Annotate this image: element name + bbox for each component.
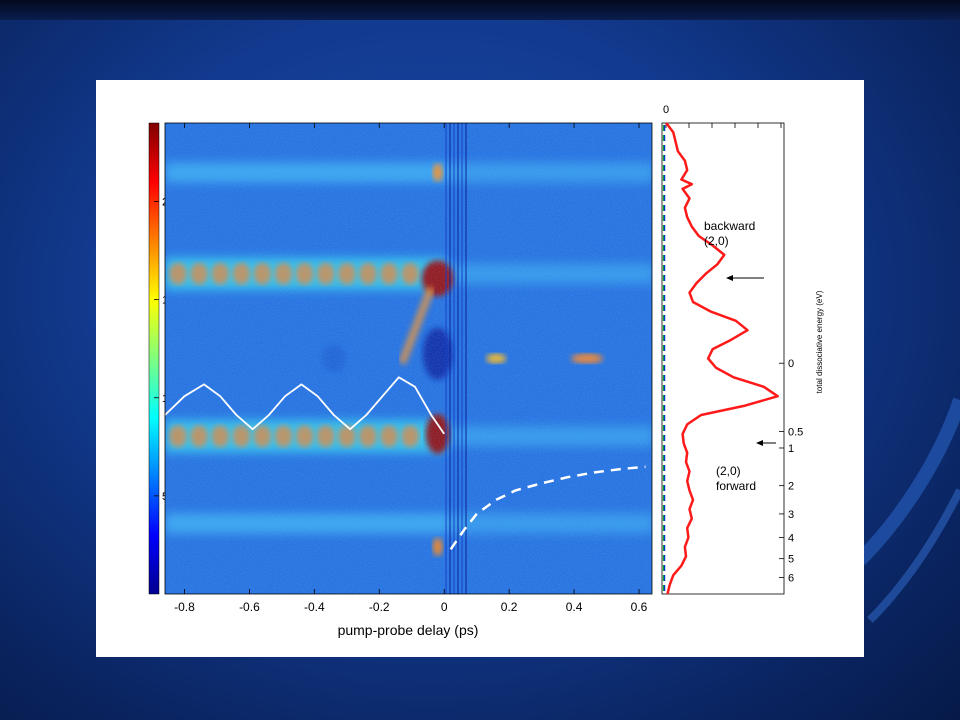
- interference-stripe: [461, 123, 463, 594]
- interference-stripe: [453, 123, 455, 594]
- spectrum-top-tick-label: 0: [663, 104, 669, 116]
- figure-panel: 50100150200 -0.8-0.6-0.4-0.200.20.40.6 p…: [96, 80, 864, 657]
- interference-stripe: [465, 123, 467, 594]
- spectrum-curve: [665, 122, 779, 595]
- interference-stripe: [457, 123, 459, 594]
- x-tick-label: -0.6: [239, 600, 260, 614]
- annotation-text: (2,0): [716, 464, 741, 478]
- energy-tick-label: 0: [788, 358, 794, 370]
- swoosh-decoration: [860, 397, 960, 623]
- annotation-arrowhead: [726, 275, 733, 281]
- heatmap-x-axis-label: pump-probe delay (ps): [338, 622, 479, 638]
- spectrum-y-axis-label: total dissociative energy (eV): [815, 290, 824, 393]
- x-tick-label: 0.2: [501, 600, 518, 614]
- figure-svg: 50100150200 -0.8-0.6-0.4-0.200.20.40.6 p…: [148, 104, 824, 638]
- interference-stripe: [449, 123, 451, 594]
- energy-tick-label: 6: [788, 573, 794, 585]
- slide-top-bar: [0, 0, 960, 20]
- energy-tick-label: 3: [788, 509, 794, 521]
- energy-tick-label: 4: [788, 532, 794, 544]
- oscillation-overlay-line: [165, 376, 445, 435]
- x-tick-label: 0.4: [566, 600, 583, 614]
- x-tick-label: -0.8: [174, 600, 195, 614]
- x-tick-label: -0.4: [304, 600, 325, 614]
- annotation-text: forward: [716, 479, 756, 493]
- x-tick-label: 0.6: [631, 600, 648, 614]
- energy-tick-label: 1: [788, 443, 794, 455]
- annotation-arrowhead: [756, 440, 763, 446]
- energy-tick-label: 2: [788, 481, 794, 493]
- x-tick-label: -0.2: [369, 600, 390, 614]
- heatmap-plot: -0.8 -0.6 -0.4 -0.2 0 0.2 0.4 0.6 pump-probe de…: [164, 122, 653, 638]
- annotation-text: (2,0): [704, 234, 729, 248]
- x-tick-label: 0: [441, 600, 448, 614]
- interference-stripe: [445, 123, 447, 594]
- annotation-text: backward: [704, 219, 755, 233]
- energy-tick-label: 5: [788, 554, 794, 566]
- decay-overlay-line: [449, 465, 646, 551]
- energy-tick-label: 0.5: [788, 427, 803, 439]
